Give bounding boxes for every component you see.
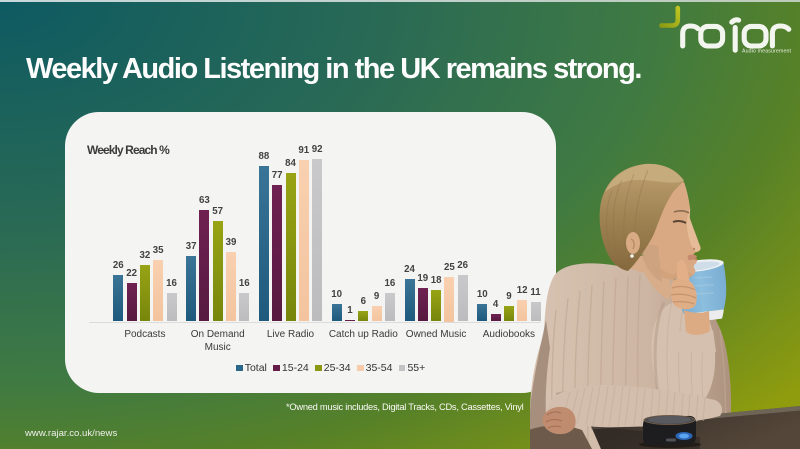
svg-text:Audio measurement: Audio measurement xyxy=(742,49,792,55)
